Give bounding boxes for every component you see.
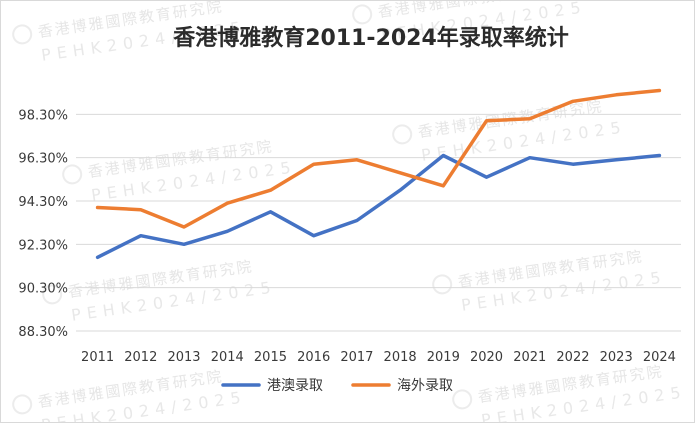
legend-label-2: 海外录取	[397, 378, 453, 394]
series-line-1	[95, 153, 662, 260]
x-tick-label: 2022	[556, 350, 589, 365]
watermark-logo	[12, 394, 33, 415]
y-tick-label: 98.30%	[18, 108, 68, 123]
chart-title: 香港博雅教育2011-2024年录取率统计	[173, 25, 569, 51]
y-axis-tick-labels: 88.30% 90.30% 92.30% 94.30% 96.30% 98.30%	[18, 108, 68, 340]
y-tick-label: 88.30%	[18, 325, 68, 340]
legend: 港澳录取 海外录取	[221, 378, 453, 394]
x-tick-label: 2023	[600, 350, 633, 365]
x-tick-label: 2015	[254, 350, 287, 365]
x-tick-label: 2018	[384, 350, 417, 365]
x-tick-label: 2016	[297, 350, 330, 365]
x-tick-label: 2024	[643, 350, 676, 365]
watermark-logo	[42, 284, 63, 305]
x-tick-label: 2020	[470, 350, 503, 365]
x-tick-label: 2021	[513, 350, 546, 365]
watermark-logo	[352, 4, 373, 25]
watermark-logo	[62, 164, 83, 185]
y-tick-label: 92.30%	[18, 238, 68, 253]
x-tick-label: 2013	[167, 350, 200, 365]
watermark-logo	[392, 124, 413, 145]
x-tick-label: 2011	[81, 350, 114, 365]
x-axis-tick-labels: 2011 2012 2013 2014 2015 2016 2017 2018 2019 2020…	[81, 350, 676, 365]
y-tick-label: 94.30%	[18, 195, 68, 210]
x-tick-label: 2012	[124, 350, 157, 365]
series-line-2	[95, 88, 662, 229]
y-tick-label: 96.30%	[18, 152, 68, 167]
series-lines	[95, 88, 662, 260]
x-tick-label: 2014	[211, 350, 244, 365]
y-tick-label: 90.30%	[18, 282, 68, 297]
watermark-logo	[12, 24, 33, 45]
watermark-logo	[452, 389, 473, 410]
legend-label-1: 港澳录取	[267, 378, 323, 394]
x-tick-label: 2017	[340, 350, 373, 365]
watermark-logo	[432, 274, 453, 295]
x-tick-label: 2019	[427, 350, 460, 365]
